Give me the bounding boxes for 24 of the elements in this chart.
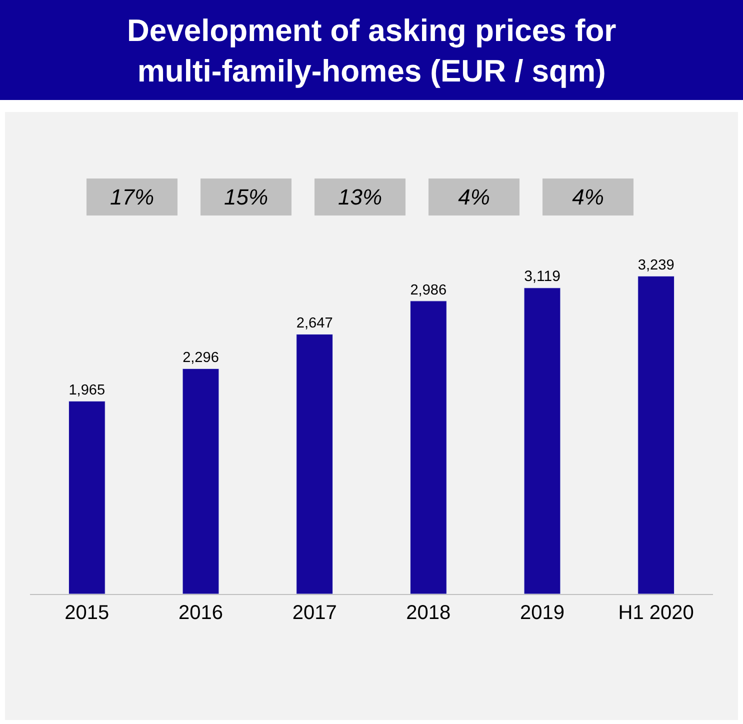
bar (68, 400, 106, 594)
bar (524, 288, 561, 594)
bar (182, 368, 220, 594)
data-label: 1,965 (68, 382, 106, 398)
x-tick-label: 2016 (178, 602, 223, 624)
text: 4% (572, 184, 604, 210)
data-label: 3,239 (638, 257, 674, 274)
data-label: 2,647 (296, 316, 333, 332)
chart-title: Development of asking prices for multi-family-homes (EUR / sqm) (127, 13, 616, 88)
x-tick-label: 2019 (520, 602, 564, 624)
x-tick-label: 2017 (292, 602, 337, 624)
x-tick-label: H1 2020 (618, 602, 694, 624)
data-label: 2,986 (410, 282, 447, 298)
data-label: 2,296 (182, 350, 219, 366)
bar (638, 276, 675, 594)
text: 15% (224, 184, 268, 210)
x-tick-label: 2018 (406, 602, 451, 624)
x-tick-label: 2015 (64, 602, 110, 624)
bar (410, 300, 447, 594)
text: 13% (338, 184, 382, 210)
data-label: 3,119 (524, 268, 560, 286)
bar (296, 334, 334, 594)
text: 17% (110, 184, 154, 210)
text: 4% (458, 184, 490, 210)
